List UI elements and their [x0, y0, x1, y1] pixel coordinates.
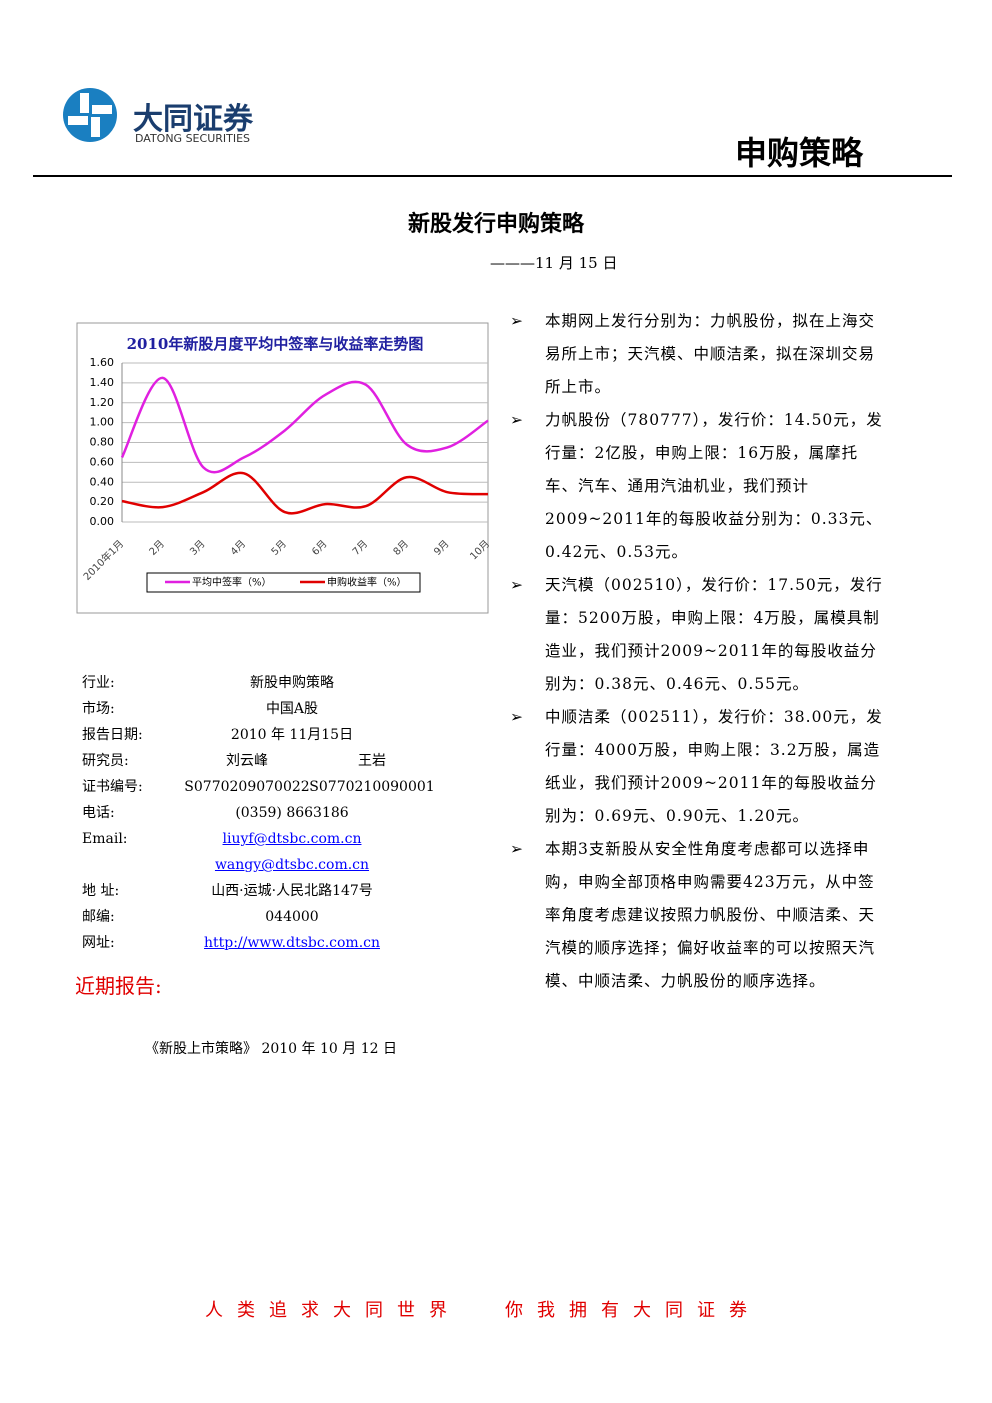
- legend-label: 申购收益率（%）: [327, 576, 407, 589]
- info-row: 研究员: 刘云峰 王岩: [82, 750, 442, 772]
- info-row: 报告日期: 2010 年 11月15日: [82, 724, 442, 746]
- info-row: wangy@dtsbc.com.cn: [82, 854, 442, 876]
- info-row: 邮编: 044000: [82, 906, 442, 928]
- category: 申购策略: [735, 134, 864, 172]
- y-tick-label: 0.60: [90, 455, 115, 468]
- bullet: ➢ 本期3支新股从安全性角度考虑都可以选择申购，申购全部顶格申购需要423万元，从…: [510, 833, 890, 998]
- info-value: 044000: [265, 909, 319, 925]
- info-row: 市场: 中国A股: [82, 698, 442, 720]
- bullet-text: 天汽模（002510），发行价：17.50元，发行量：5200万股，申购上限：4…: [545, 576, 883, 693]
- info-value: 2010 年 11月15日: [230, 727, 354, 743]
- brand-en: DATONG SECURITIES: [135, 132, 251, 145]
- date: ———11 月 15 日: [490, 254, 618, 272]
- bullet-text: 中顺洁柔（002511），发行价：38.00元，发行量：4000万股，申购上限：…: [545, 708, 883, 825]
- y-tick-label: 1.60: [90, 356, 115, 369]
- legend-label: 平均中签率（%）: [192, 576, 272, 589]
- bullet: ➢ 本期网上发行分别为：力帆股份，拟在上海交易所上市；天汽模、中顺洁柔，拟在深圳交…: [510, 305, 890, 404]
- info-link[interactable]: liuyf@dtsbc.com.cn: [222, 831, 362, 847]
- info-row: Email: liuyf@dtsbc.com.cn: [82, 828, 442, 850]
- y-tick-label: 1.40: [90, 376, 115, 389]
- series-line: [120, 376, 489, 474]
- info-link[interactable]: http://www.dtsbc.com.cn: [204, 935, 380, 951]
- slogan: 你我拥有大同证券: [505, 1300, 761, 1321]
- info-label: 网址:: [82, 935, 115, 951]
- y-tick-label: 0.20: [90, 495, 115, 508]
- info-value: S0770209070022: [184, 779, 310, 795]
- info-label: 邮编:: [82, 909, 115, 925]
- bullet-text: 本期网上发行分别为：力帆股份，拟在上海交易所上市；天汽模、中顺洁柔，拟在深圳交易…: [545, 312, 876, 396]
- info-label: 研究员:: [82, 753, 129, 769]
- info-value: 刘云峰: [226, 753, 268, 769]
- y-tick-label: 0.40: [90, 475, 115, 488]
- info-row: 电话: (0359) 8663186: [82, 802, 442, 824]
- recent-item: 《新股上市策略》 2010 年 10 月 12 日: [145, 1041, 397, 1057]
- info-value: S0770210090001: [309, 779, 435, 795]
- info-row: 地 址: 山西·运城·人民北路147号: [82, 880, 442, 902]
- info-value: 新股申购策略: [250, 675, 334, 691]
- y-tick-label: 0.00: [90, 515, 115, 528]
- bullet-text: 力帆股份（780777），发行价：14.50元，发行量：2亿股，申购上限：16万…: [545, 411, 883, 561]
- info-label: 地 址:: [82, 883, 120, 899]
- info-row: 证书编号: S0770209070022 S0770210090001: [82, 776, 442, 798]
- bullet: ➢ 中顺洁柔（002511），发行价：38.00元，发行量：4000万股，申购上限…: [510, 701, 890, 833]
- info-label: 证书编号:: [82, 779, 143, 795]
- slogan: 人类追求大同世界: [205, 1300, 461, 1321]
- y-tick-label: 0.80: [90, 436, 115, 449]
- info-value: 山西·运城·人民北路147号: [211, 883, 373, 899]
- series-line: [121, 471, 489, 515]
- info-link[interactable]: wangy@dtsbc.com.cn: [214, 857, 370, 873]
- info-row: 行业: 新股申购策略: [82, 672, 442, 694]
- info-value: 中国A股: [265, 701, 319, 717]
- bullet-marker: ➢: [510, 708, 523, 726]
- bullet-marker: ➢: [510, 576, 523, 594]
- info-label: 电话:: [82, 805, 115, 821]
- info-label: 市场:: [82, 701, 115, 717]
- info-label: 报告日期:: [82, 727, 143, 743]
- bullet-marker: ➢: [510, 411, 523, 429]
- info-label: Email:: [82, 831, 128, 847]
- info-label: 行业:: [82, 675, 115, 691]
- logo: [63, 88, 117, 142]
- chart: 2010年新股月度平均中签率与收益率走势图 0.00 0.20 0.40 0.60 0.…: [76, 322, 492, 614]
- recent-heading: 近期报告:: [75, 974, 162, 998]
- bullet-text: 本期3支新股从安全性角度考虑都可以选择申购，申购全部顶格申购需要423万元，从中…: [545, 840, 876, 990]
- y-tick-label: 1.20: [90, 396, 115, 409]
- chart-frame: [76, 322, 489, 614]
- bullet-marker: ➢: [510, 840, 523, 858]
- info-row: 网址: http://www.dtsbc.com.cn: [82, 932, 442, 954]
- header-rule: [33, 175, 952, 177]
- info-value: 王岩: [358, 753, 386, 769]
- brand: 大同证券: [133, 102, 253, 137]
- bullet-marker: ➢: [510, 312, 523, 330]
- bullet: ➢ 天汽模（002510），发行价：17.50元，发行量：5200万股，申购上限：…: [510, 569, 890, 701]
- chart-title: 2010年新股月度平均中签率与收益率走势图: [127, 335, 424, 353]
- bullet: ➢ 力帆股份（780777），发行价：14.50元，发行量：2亿股，申购上限：16…: [510, 404, 890, 569]
- info-value: (0359) 8663186: [235, 805, 349, 821]
- legend: [146, 572, 421, 593]
- y-tick-label: 1.00: [90, 416, 115, 429]
- title: 新股发行申购策略: [407, 211, 584, 237]
